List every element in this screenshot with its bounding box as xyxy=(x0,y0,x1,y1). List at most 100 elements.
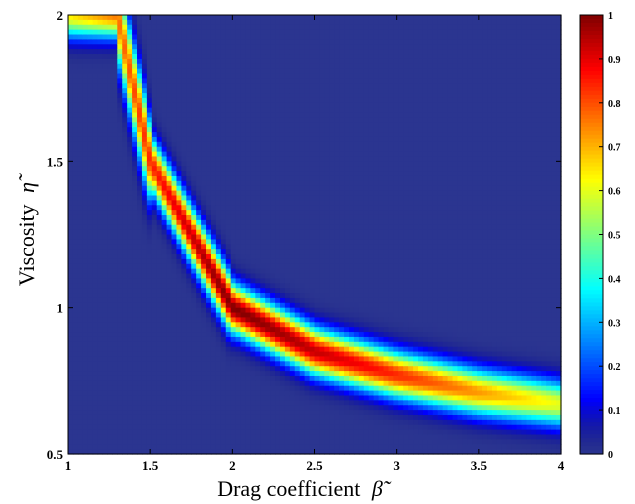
heatmap-cell xyxy=(250,151,256,158)
heatmap-cell xyxy=(166,224,173,231)
heatmap-cell xyxy=(314,166,321,172)
heatmap-cell xyxy=(230,361,237,367)
heatmap-cell xyxy=(137,141,143,148)
heatmap-cell xyxy=(176,327,182,333)
heatmap-cell xyxy=(77,424,84,431)
heatmap-cell xyxy=(289,34,296,40)
heatmap-cell xyxy=(299,410,306,416)
heatmap-cell xyxy=(275,156,281,162)
heatmap-cell xyxy=(82,29,89,36)
heatmap-cell xyxy=(156,34,163,40)
heatmap-cell xyxy=(324,414,330,421)
heatmap-cell xyxy=(146,356,153,362)
heatmap-cell xyxy=(201,356,207,362)
heatmap-cell xyxy=(309,336,316,343)
heatmap-cell xyxy=(117,273,123,279)
heatmap-cell xyxy=(206,258,212,265)
heatmap-cell xyxy=(299,434,306,440)
heatmap-cell xyxy=(171,371,178,377)
heatmap-cell xyxy=(117,132,123,138)
heatmap-cell xyxy=(225,117,232,123)
heatmap-cell xyxy=(235,132,242,138)
heatmap-cell xyxy=(151,78,158,84)
heatmap-cell xyxy=(279,322,286,328)
heatmap-cell xyxy=(181,185,187,192)
heatmap-cell xyxy=(279,390,286,397)
heatmap-cell xyxy=(309,151,316,158)
heatmap-cell xyxy=(250,356,256,362)
heatmap-cell xyxy=(309,39,316,45)
heatmap-cell xyxy=(255,283,261,289)
heatmap-cell xyxy=(245,97,252,104)
heatmap-cell xyxy=(77,180,84,187)
heatmap-cell xyxy=(265,107,271,114)
heatmap-cell xyxy=(151,351,158,358)
heatmap-cell xyxy=(166,444,173,450)
heatmap-cell xyxy=(235,73,242,80)
heatmap-cell xyxy=(215,161,222,167)
heatmap-cell xyxy=(107,34,113,40)
heatmap-cell xyxy=(161,410,168,416)
heatmap-cell xyxy=(137,39,143,45)
heatmap-cell xyxy=(176,317,182,323)
heatmap-cell xyxy=(161,83,168,89)
heatmap-cell xyxy=(117,151,123,158)
heatmap-cell xyxy=(166,375,173,382)
heatmap-cell xyxy=(294,112,301,119)
heatmap-cell xyxy=(196,234,202,240)
heatmap-cell xyxy=(72,180,79,187)
heatmap-cell xyxy=(117,361,123,367)
heatmap-cell xyxy=(324,434,330,440)
heatmap-cell xyxy=(151,322,158,328)
heatmap-cell xyxy=(132,336,138,343)
heatmap-cell xyxy=(68,224,74,231)
heatmap-cell xyxy=(107,336,113,343)
heatmap-cell xyxy=(319,380,325,387)
heatmap-cell xyxy=(319,234,325,240)
heatmap-cell xyxy=(82,83,89,89)
heatmap-cell xyxy=(87,366,94,372)
heatmap-cell xyxy=(334,229,340,236)
heatmap-cell xyxy=(215,44,222,50)
heatmap-cell xyxy=(151,68,158,75)
heatmap-cell xyxy=(68,293,74,299)
heatmap-cell xyxy=(72,83,79,89)
heatmap-cell xyxy=(97,141,104,148)
heatmap-cell xyxy=(171,141,178,148)
heatmap-cell xyxy=(206,341,212,348)
heatmap-cell xyxy=(127,254,133,260)
heatmap-cell xyxy=(92,341,99,348)
heatmap-cell xyxy=(171,49,178,55)
heatmap-cell xyxy=(210,385,217,392)
heatmap-cell xyxy=(230,200,237,206)
heatmap-cell xyxy=(260,239,266,245)
heatmap-cell xyxy=(240,205,247,211)
heatmap-cell xyxy=(141,39,148,45)
heatmap-cell xyxy=(87,127,94,133)
heatmap-cell xyxy=(225,361,232,367)
heatmap-cell xyxy=(270,375,276,382)
heatmap-cell xyxy=(181,68,187,75)
heatmap-cell xyxy=(289,44,296,50)
heatmap-cell xyxy=(102,190,109,197)
heatmap-cell xyxy=(240,102,247,109)
heatmap-cell xyxy=(299,293,306,299)
heatmap-cell xyxy=(181,444,187,450)
heatmap-cell xyxy=(309,88,316,94)
heatmap-cell xyxy=(289,424,296,431)
heatmap-cell xyxy=(146,375,153,382)
heatmap-cell xyxy=(324,356,330,362)
heatmap-cell xyxy=(156,136,163,143)
heatmap-cell xyxy=(220,97,227,104)
heatmap-cell xyxy=(309,122,316,128)
heatmap-cell xyxy=(279,307,286,314)
heatmap-cell xyxy=(206,336,212,343)
heatmap-cell xyxy=(339,205,345,211)
heatmap-cell xyxy=(304,375,311,382)
heatmap-cell xyxy=(176,180,182,187)
heatmap-cell xyxy=(294,283,301,289)
heatmap-cell xyxy=(72,327,79,333)
heatmap-cell xyxy=(117,156,123,162)
heatmap-cell xyxy=(196,297,202,304)
heatmap-cell xyxy=(186,210,192,216)
